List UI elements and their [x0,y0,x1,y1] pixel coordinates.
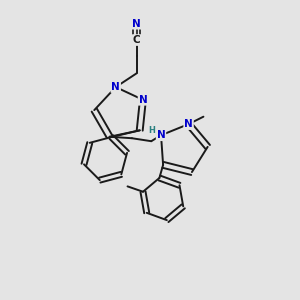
Text: H: H [148,126,155,135]
Text: N: N [184,119,193,129]
Text: N: N [157,130,165,140]
Text: N: N [132,19,141,29]
Text: N: N [139,95,147,105]
Text: N: N [111,82,120,92]
Text: C: C [133,35,140,45]
